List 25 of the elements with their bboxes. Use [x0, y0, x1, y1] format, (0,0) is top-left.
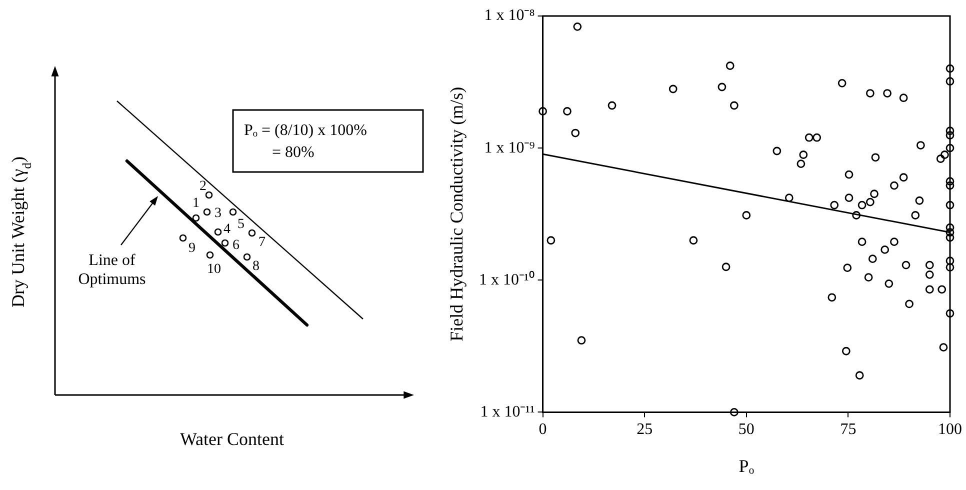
- text: 5: [238, 217, 244, 232]
- y-tick-label: 1 x 10⁻¹⁰: [479, 270, 535, 288]
- x-tick-label: 75: [840, 421, 856, 438]
- x-tick-label: 0: [538, 421, 547, 438]
- y-axis-title: Field Hydraulic Conductivity (m/s): [446, 86, 467, 342]
- y-tick-label: 1 x 10⁻¹¹: [480, 403, 535, 420]
- text: Water Content: [180, 429, 284, 449]
- y-tick-label: 1 x 10⁻⁹: [484, 139, 536, 156]
- x-tick-label: 25: [636, 421, 653, 438]
- x-tick-label: 100: [938, 421, 962, 438]
- text: Line of Optimums: [78, 252, 146, 288]
- text: 3: [214, 206, 222, 221]
- x-axis-title: Pₒ: [738, 456, 754, 476]
- text: Pₒ = (8/10) x 100%: [244, 122, 367, 139]
- x-tick-label: 50: [738, 421, 754, 438]
- text: 1: [192, 196, 200, 211]
- text: 6: [232, 238, 240, 253]
- text: 9: [188, 241, 196, 256]
- text: 7: [258, 235, 266, 250]
- text: 4: [224, 222, 230, 237]
- text: 2: [200, 179, 206, 194]
- text: 8: [252, 259, 260, 274]
- text: = 80%: [272, 144, 314, 161]
- y-tick-label: 1 x 10⁻⁸: [484, 7, 535, 24]
- text: 10: [207, 262, 221, 277]
